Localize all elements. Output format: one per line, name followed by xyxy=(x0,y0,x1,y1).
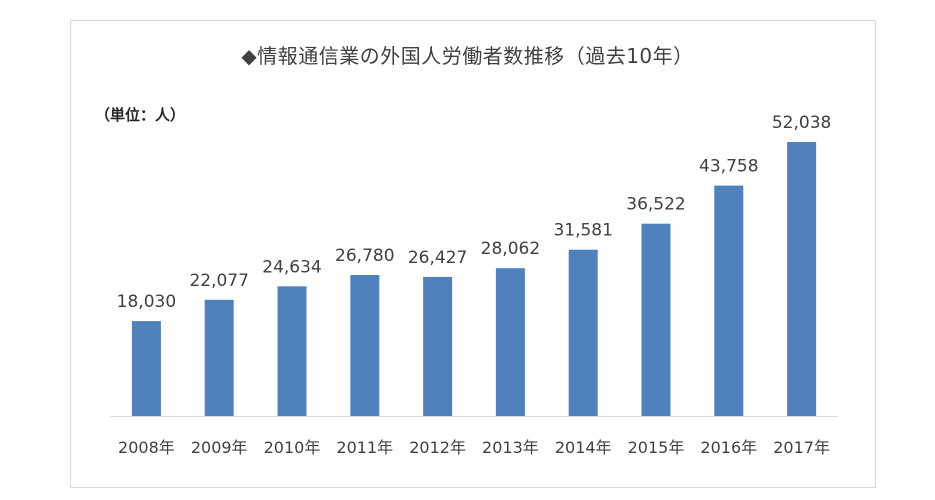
value-label: 36,522 xyxy=(626,195,685,215)
x-tick-label: 2017年 xyxy=(773,438,830,457)
bar-2016年 xyxy=(714,185,744,416)
value-labels-group: 18,030 22,077 24,634 26,780 26,427 28,062 31,5… xyxy=(117,113,832,312)
bar-2012年 xyxy=(423,276,453,416)
bar-2011年 xyxy=(350,275,380,416)
bar-2010年 xyxy=(277,286,307,416)
bar-2014年 xyxy=(568,249,598,416)
x-tick-label: 2009年 xyxy=(191,438,248,457)
x-tick-label: 2008年 xyxy=(118,438,175,457)
x-tick-label: 2013年 xyxy=(482,438,539,457)
bar-2017年 xyxy=(787,142,817,416)
bars-group xyxy=(131,142,817,416)
value-label: 52,038 xyxy=(772,113,831,133)
value-label: 26,427 xyxy=(408,248,467,268)
x-tick-label: 2014年 xyxy=(555,438,612,457)
x-tick-labels-group: 2008年 2009年 2010年 2011年 2012年 2013年 2014年 2015年… xyxy=(118,438,830,457)
x-tick-label: 2016年 xyxy=(700,438,757,457)
unit-label: （単位：人） xyxy=(95,106,186,124)
bar-2013年 xyxy=(495,268,525,416)
bar-2008年 xyxy=(131,321,161,416)
x-tick-label: 2012年 xyxy=(409,438,466,457)
x-tick-label: 2011年 xyxy=(336,438,393,457)
x-tick-label: 2015年 xyxy=(628,438,685,457)
bar-2009年 xyxy=(204,299,234,416)
x-tick-label: 2010年 xyxy=(264,438,321,457)
value-label: 28,062 xyxy=(481,239,540,259)
chart-title: ◆情報通信業の外国人労働者数推移（過去10年） xyxy=(241,44,694,68)
value-label: 26,780 xyxy=(335,246,394,266)
bar-2015年 xyxy=(641,223,671,416)
value-label: 22,077 xyxy=(189,271,248,291)
value-label: 18,030 xyxy=(117,292,176,312)
value-label: 43,758 xyxy=(699,157,758,177)
value-label: 24,634 xyxy=(262,257,321,277)
value-label: 31,581 xyxy=(553,221,612,241)
